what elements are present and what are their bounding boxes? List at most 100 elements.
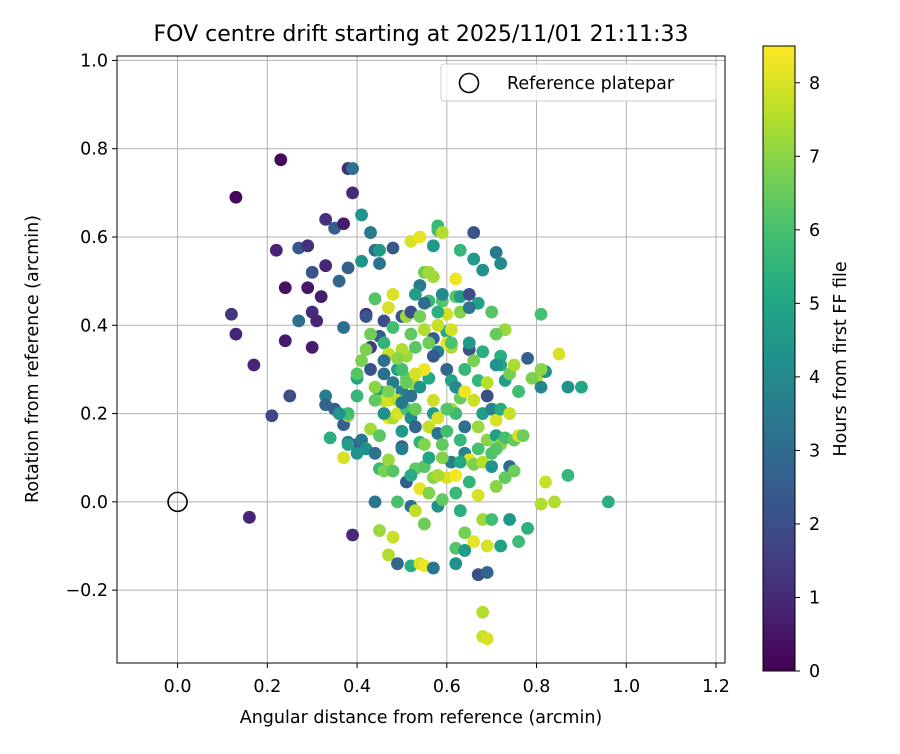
scatter-point xyxy=(435,226,449,239)
scatter-point xyxy=(413,380,427,394)
scatter-point xyxy=(422,451,436,465)
scatter-point xyxy=(305,340,319,354)
y-tick-label: 0.0 xyxy=(80,493,108,513)
scatter-point xyxy=(462,336,476,350)
scatter-point xyxy=(480,389,494,403)
scatter-point xyxy=(247,358,261,372)
scatter-point xyxy=(364,422,377,436)
scatter-point xyxy=(534,363,548,376)
scatter-point xyxy=(404,389,418,403)
scatter-point xyxy=(377,464,391,478)
scatter-point xyxy=(458,363,472,376)
scatter-point xyxy=(561,380,575,394)
scatter-point xyxy=(458,526,472,540)
scatter-point xyxy=(301,239,315,253)
scatter-point xyxy=(422,336,436,350)
scatter-point xyxy=(453,455,467,469)
scatter-point xyxy=(391,351,404,365)
scatter-point xyxy=(480,539,494,553)
scatter-point xyxy=(426,393,440,407)
scatter-point xyxy=(229,190,243,204)
scatter-point xyxy=(503,407,517,420)
scatter-point xyxy=(278,281,292,295)
scatter-point xyxy=(458,420,472,434)
scatter-point xyxy=(292,314,306,328)
scatter-point xyxy=(476,345,490,359)
scatter-point xyxy=(444,323,458,337)
scatter-point xyxy=(449,468,463,482)
scatter-point xyxy=(323,431,337,445)
scatter-point xyxy=(462,287,476,301)
scatter-point xyxy=(408,504,422,518)
y-tick-label: −0.2 xyxy=(66,581,109,601)
scatter-point xyxy=(575,380,588,394)
scatter-point xyxy=(310,314,324,328)
scatter-point xyxy=(301,281,315,295)
scatter-point xyxy=(346,186,359,200)
scatter-point xyxy=(319,212,333,226)
scatter-point xyxy=(341,438,355,451)
scatter-point xyxy=(471,420,485,434)
scatter-point xyxy=(377,336,391,350)
scatter-point xyxy=(417,517,431,531)
scatter-point xyxy=(458,385,472,398)
scatter-point xyxy=(453,433,467,447)
scatter-point xyxy=(413,230,427,244)
scatter-point xyxy=(521,351,534,365)
scatter-point xyxy=(364,226,377,239)
scatter-point xyxy=(364,327,377,341)
scatter-point xyxy=(377,407,391,420)
scatter-point xyxy=(467,535,481,548)
scatter-point xyxy=(386,530,400,544)
scatter-point xyxy=(395,396,409,409)
chart-title: FOV centre drift starting at 2025/11/01 … xyxy=(154,22,689,47)
scatter-point xyxy=(449,272,463,286)
scatter-point xyxy=(395,442,409,456)
legend-label: Reference platepar xyxy=(507,74,675,94)
scatter-point xyxy=(561,468,575,482)
x-tick-label: 1.2 xyxy=(702,677,730,697)
scatter-point xyxy=(408,420,422,434)
scatter-point xyxy=(413,310,427,323)
scatter-point xyxy=(417,296,431,310)
y-tick-label: 0.8 xyxy=(80,140,108,160)
scatter-point xyxy=(332,274,346,288)
scatter-point xyxy=(489,442,503,456)
scatter-point xyxy=(494,539,508,553)
scatter-point xyxy=(440,363,454,376)
y-tick-label: 0.6 xyxy=(80,228,108,248)
legend-marker xyxy=(458,72,480,94)
scatter-point xyxy=(435,438,449,451)
scatter-point xyxy=(440,402,454,416)
scatter-point xyxy=(368,446,382,460)
scatter-point xyxy=(422,486,436,500)
scatter-point xyxy=(377,367,391,381)
scatter-point xyxy=(453,504,467,518)
scatter-point xyxy=(305,265,319,279)
scatter-point xyxy=(417,323,431,337)
scatter-point xyxy=(480,566,494,579)
scatter-point xyxy=(391,495,404,509)
colorbar-ticks: 0 1 2 3 4 5 6 7 8 xyxy=(795,74,820,682)
scatter-point xyxy=(225,307,238,321)
colorbar-tick-label: 5 xyxy=(809,294,820,314)
scatter-point xyxy=(426,561,440,575)
scatter-point xyxy=(408,287,422,301)
scatter-point xyxy=(341,261,355,275)
scatter-point xyxy=(512,385,525,398)
y-axis-label: Rotation from reference (arcmin) xyxy=(23,215,43,503)
scatter-point xyxy=(435,451,449,465)
scatter-point xyxy=(382,393,395,407)
scatter-point xyxy=(404,327,418,341)
scatter-point xyxy=(408,367,422,381)
scatter-point xyxy=(467,226,481,239)
scatter-point xyxy=(435,493,449,507)
scatter-point xyxy=(314,290,328,303)
scatter-point xyxy=(480,376,494,390)
scatter-point xyxy=(355,208,368,222)
scatter-point xyxy=(476,605,490,619)
scatter-point xyxy=(359,343,373,356)
x-tick-label: 1.0 xyxy=(612,677,640,697)
scatter-point xyxy=(489,413,503,427)
